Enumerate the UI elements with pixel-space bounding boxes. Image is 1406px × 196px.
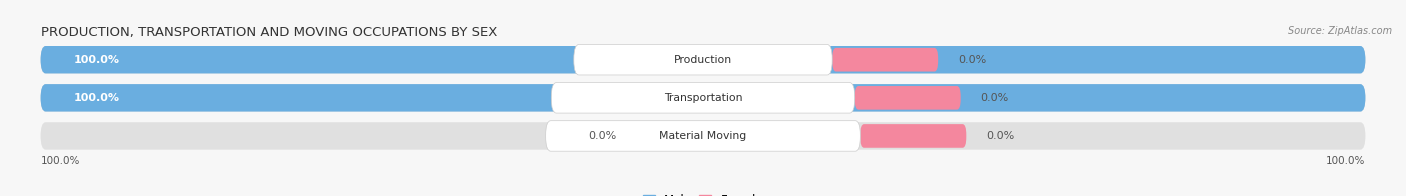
Text: 100.0%: 100.0% — [1326, 156, 1365, 166]
Text: Source: ZipAtlas.com: Source: ZipAtlas.com — [1288, 26, 1392, 36]
Text: 100.0%: 100.0% — [41, 156, 80, 166]
FancyBboxPatch shape — [630, 124, 696, 148]
FancyBboxPatch shape — [860, 124, 966, 148]
Text: PRODUCTION, TRANSPORTATION AND MOVING OCCUPATIONS BY SEX: PRODUCTION, TRANSPORTATION AND MOVING OC… — [41, 26, 496, 39]
FancyBboxPatch shape — [855, 86, 960, 110]
Text: 100.0%: 100.0% — [73, 93, 120, 103]
FancyBboxPatch shape — [574, 44, 832, 75]
Text: 0.0%: 0.0% — [986, 131, 1015, 141]
FancyBboxPatch shape — [41, 84, 1365, 112]
Legend: Male, Female: Male, Female — [643, 194, 763, 196]
Text: Transportation: Transportation — [664, 93, 742, 103]
FancyBboxPatch shape — [41, 84, 1365, 112]
FancyBboxPatch shape — [41, 46, 1365, 74]
FancyBboxPatch shape — [832, 48, 938, 72]
Text: Production: Production — [673, 55, 733, 65]
FancyBboxPatch shape — [551, 83, 855, 113]
Text: Material Moving: Material Moving — [659, 131, 747, 141]
Text: 0.0%: 0.0% — [980, 93, 1010, 103]
Text: 100.0%: 100.0% — [73, 55, 120, 65]
Text: 0.0%: 0.0% — [589, 131, 617, 141]
FancyBboxPatch shape — [546, 121, 860, 151]
FancyBboxPatch shape — [41, 122, 1365, 150]
FancyBboxPatch shape — [41, 46, 1365, 74]
Text: 0.0%: 0.0% — [957, 55, 986, 65]
